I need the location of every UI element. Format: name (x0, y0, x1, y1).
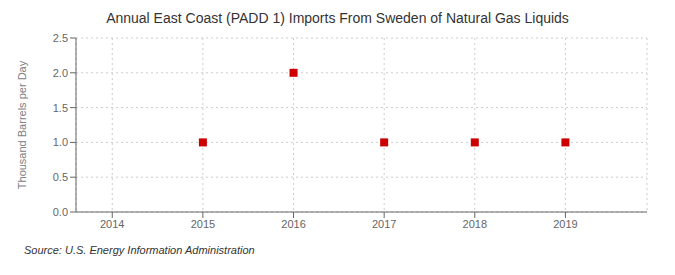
svg-text:2.5: 2.5 (53, 32, 68, 44)
svg-text:1.0: 1.0 (53, 136, 68, 148)
svg-text:2017: 2017 (372, 218, 396, 230)
svg-text:2015: 2015 (191, 218, 215, 230)
svg-text:Thousand Barrels per Day: Thousand Barrels per Day (16, 60, 28, 189)
svg-text:2016: 2016 (281, 218, 305, 230)
svg-text:1.5: 1.5 (53, 102, 68, 114)
svg-text:2019: 2019 (553, 218, 577, 230)
svg-text:2.0: 2.0 (53, 67, 68, 79)
svg-text:2014: 2014 (100, 218, 124, 230)
svg-text:2018: 2018 (463, 218, 487, 230)
html-text:Annual East Coast (PADD 1) Imp: Annual East Coast (PADD 1) Imports From … (106, 10, 569, 26)
html-text:Source: U.S. Energy Informatio: Source: U.S. Energy Information Administ… (24, 244, 255, 256)
svg-text:0.5: 0.5 (53, 171, 68, 183)
svg-text:0.0: 0.0 (53, 206, 68, 218)
